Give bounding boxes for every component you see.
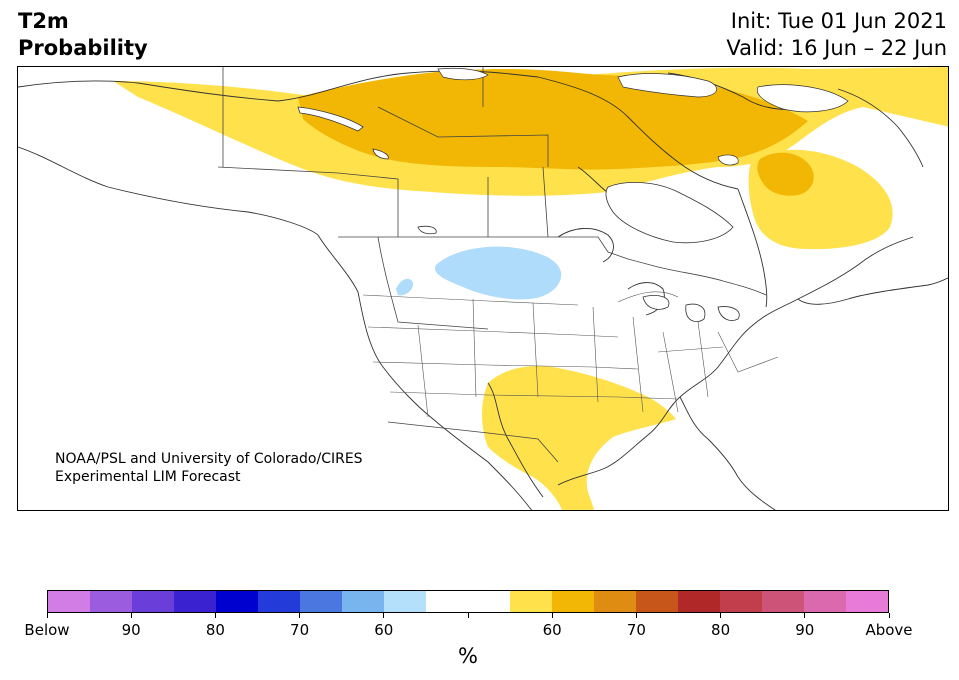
credit-line-1: NOAA/PSL and University of Colorado/CIRE… — [55, 451, 363, 467]
map-title: T2m Probability — [18, 8, 148, 62]
colorbar-tickmark — [214, 613, 216, 618]
arctic-islands — [437, 67, 849, 166]
colorbar-swatch — [846, 591, 888, 612]
state-borders — [362, 291, 779, 418]
colorbar-swatch — [594, 591, 636, 612]
colorbar-swatch — [720, 591, 762, 612]
colorbar-tickmark — [551, 613, 553, 618]
map-panel — [17, 66, 949, 511]
colorbar-tickmark — [383, 613, 385, 618]
below-normal-region-northern-plains — [435, 246, 562, 300]
colorbar-tickmark — [720, 613, 722, 618]
colorbar-tick-label: Below — [24, 621, 70, 639]
map-credit: NOAA/PSL and University of Colorado/CIRE… — [55, 450, 363, 486]
colorbar-swatch — [216, 591, 258, 612]
colorbar-tick-label: 80 — [711, 621, 731, 639]
colorbar-swatch — [468, 591, 510, 612]
colorbar-tickmark — [130, 613, 132, 618]
above-normal-region-south-central — [482, 365, 676, 510]
colorbar-tickmarks — [0, 613, 959, 619]
colorbar-tick-label: 60 — [542, 621, 562, 639]
colorbar-swatch — [510, 591, 552, 612]
colorbar-swatch — [804, 591, 846, 612]
colorbar-tick-label: 90 — [121, 621, 141, 639]
colorbar-tickmark — [635, 613, 637, 618]
colorbar-swatch — [300, 591, 342, 612]
northern-lakes — [297, 106, 734, 244]
colorbar-tick-label: 90 — [795, 621, 815, 639]
colorbar-tick-label: 70 — [626, 621, 646, 639]
north-america-map — [18, 67, 948, 510]
credit-line-2: Experimental LIM Forecast — [55, 469, 241, 485]
below-normal-region-pacific-nw — [396, 278, 414, 296]
colorbar-swatch — [762, 591, 804, 612]
colorbar-tickmark — [804, 613, 806, 618]
colorbar-tick-label: 70 — [290, 621, 310, 639]
colorbar-swatch — [174, 591, 216, 612]
colorbar-swatch — [258, 591, 300, 612]
political-borders — [217, 67, 767, 463]
title-type: Probability — [18, 36, 148, 60]
colorbar-swatch — [426, 591, 468, 612]
colorbar-swatch — [48, 591, 90, 612]
colorbar-unit: % — [458, 644, 478, 668]
colorbar-swatch — [132, 591, 174, 612]
colorbar-tick-label: 60 — [374, 621, 394, 639]
colorbar-swatch — [552, 591, 594, 612]
colorbar-swatch — [384, 591, 426, 612]
great-lakes — [642, 295, 740, 322]
init-date: Init: Tue 01 Jun 2021 — [730, 9, 947, 33]
colorbar-tick-label: 80 — [205, 621, 225, 639]
colorbar-tick-label: Above — [865, 621, 913, 639]
colorbar-swatch — [636, 591, 678, 612]
colorbar-tickmark — [299, 613, 301, 618]
colorbar-swatch — [678, 591, 720, 612]
colorbar-swatch — [342, 591, 384, 612]
above-normal-region-quebec-dark — [757, 152, 814, 196]
colorbar-tickmark — [888, 613, 890, 618]
colorbar-swatch — [90, 591, 132, 612]
valid-range: Valid: 16 Jun – 22 Jun — [726, 36, 947, 60]
title-variable: T2m — [18, 9, 69, 33]
colorbar-tick-labels: Below 90 80 70 60 60 70 80 90 Above — [0, 621, 959, 641]
colorbar-tickmark — [467, 613, 469, 618]
colorbar-tickmark — [46, 613, 48, 618]
forecast-dates: Init: Tue 01 Jun 2021 Valid: 16 Jun – 22… — [726, 8, 947, 62]
colorbar — [47, 590, 889, 613]
